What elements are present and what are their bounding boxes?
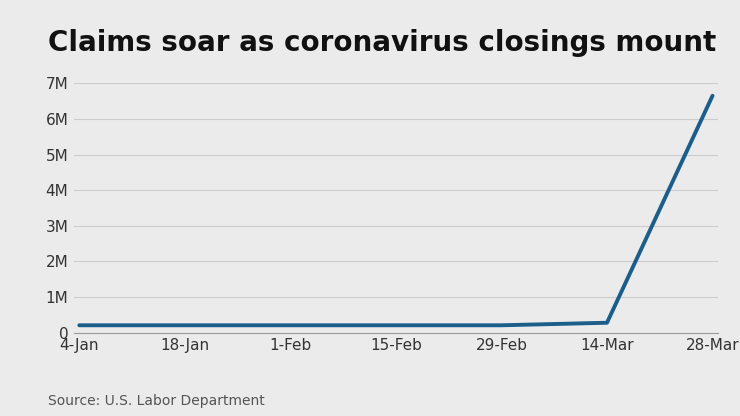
Text: Source: U.S. Labor Department: Source: U.S. Labor Department	[48, 394, 265, 408]
Text: Claims soar as coronavirus closings mount: Claims soar as coronavirus closings moun…	[48, 29, 716, 57]
